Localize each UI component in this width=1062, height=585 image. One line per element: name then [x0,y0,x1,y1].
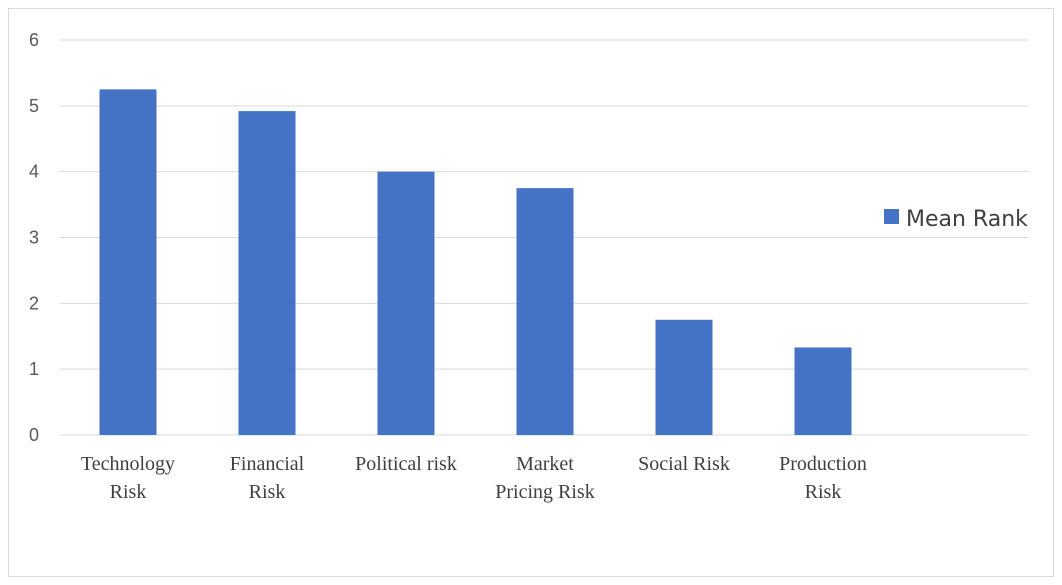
x-category-label: Risk [249,481,286,503]
y-axis-ticks: 0 1 2 3 4 5 6 [29,30,39,445]
x-category-label: Technology [81,453,175,475]
y-tick-label: 4 [29,162,39,182]
y-tick-label: 6 [29,30,39,50]
gridlines [60,39,1028,436]
x-category-label: Social Risk [638,453,730,475]
x-category-label: Pricing Risk [495,481,594,503]
y-tick-label: 3 [29,228,39,248]
x-category-label: Market [516,453,574,475]
y-tick-label: 2 [29,293,39,313]
x-category-label: Risk [805,481,842,503]
legend: Mean Rank [884,207,1028,232]
bar [377,171,435,435]
x-category-label: Political risk [355,453,457,475]
y-tick-label: 5 [29,96,39,116]
bar [99,89,157,435]
x-axis-labels: Technology Risk Financial Risk Political ris… [81,453,867,503]
x-category-label: Production [779,453,867,475]
bar [655,319,713,435]
bars [99,89,852,435]
bar [516,188,574,435]
y-tick-label: 1 [29,359,39,379]
legend-swatch-mean-rank [884,209,899,224]
bar [238,111,296,435]
x-category-label: Risk [110,481,147,503]
x-category-label: Financial [230,453,305,475]
legend-label-mean-rank: Mean Rank [906,207,1028,232]
bar [794,347,852,435]
y-tick-label: 0 [29,425,39,445]
